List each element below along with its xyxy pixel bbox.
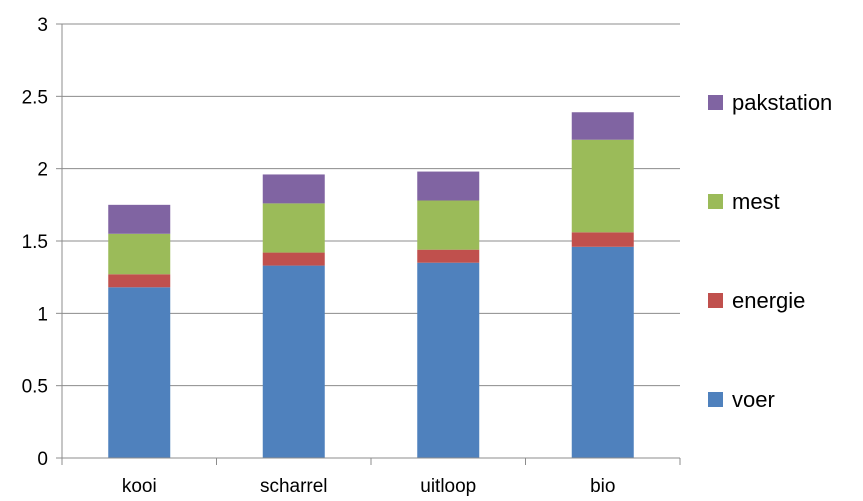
x-tick-label: kooi — [122, 476, 157, 497]
bar-mest-kooi — [108, 233, 171, 275]
y-axis-ticks: 0 0.5 1 1.5 2 2.5 3 — [22, 15, 62, 470]
bar-mest-bio — [571, 139, 634, 233]
bar-voer-bio — [571, 246, 634, 458]
bar-energie-bio — [571, 232, 634, 247]
x-tick-label: uitloop — [420, 476, 476, 497]
bar-pakstation-bio — [571, 112, 634, 140]
bar-pakstation-kooi — [108, 204, 171, 234]
x-tick-label: scharrel — [260, 476, 328, 497]
bar-mest-scharrel — [262, 203, 325, 253]
y-tick-label: 3 — [37, 15, 48, 36]
bar-energie-kooi — [108, 274, 171, 288]
y-tick-label: 0.5 — [22, 377, 48, 398]
bar-mest-uitloop — [417, 200, 480, 250]
bar-energie-uitloop — [417, 249, 480, 263]
bar-voer-uitloop — [417, 262, 480, 458]
x-tick-label: bio — [590, 476, 615, 497]
bar-energie-scharrel — [262, 252, 325, 266]
legend-label-energie: energie — [732, 288, 805, 313]
bar-voer-kooi — [108, 287, 171, 458]
x-axis-ticks: kooi scharrel uitloop bio — [61, 458, 681, 497]
legend-label-mest: mest — [732, 189, 780, 214]
bar-voer-scharrel — [262, 265, 325, 458]
y-tick-label: 2.5 — [22, 87, 48, 108]
bars — [108, 112, 634, 458]
legend-label-pakstation: pakstation — [732, 90, 832, 115]
legend-swatch-voer — [708, 392, 723, 407]
legend-swatch-mest — [708, 194, 723, 209]
y-tick-label: 0 — [37, 449, 48, 470]
bar-pakstation-uitloop — [417, 171, 480, 201]
legend: pakstation mest energie voer — [708, 90, 832, 412]
y-tick-label: 2 — [37, 160, 48, 181]
y-tick-label: 1 — [37, 304, 48, 325]
y-tick-label: 1.5 — [22, 232, 48, 253]
legend-label-voer: voer — [732, 387, 775, 412]
bar-pakstation-scharrel — [262, 174, 325, 204]
legend-swatch-energie — [708, 293, 723, 308]
legend-swatch-pakstation — [708, 95, 723, 110]
